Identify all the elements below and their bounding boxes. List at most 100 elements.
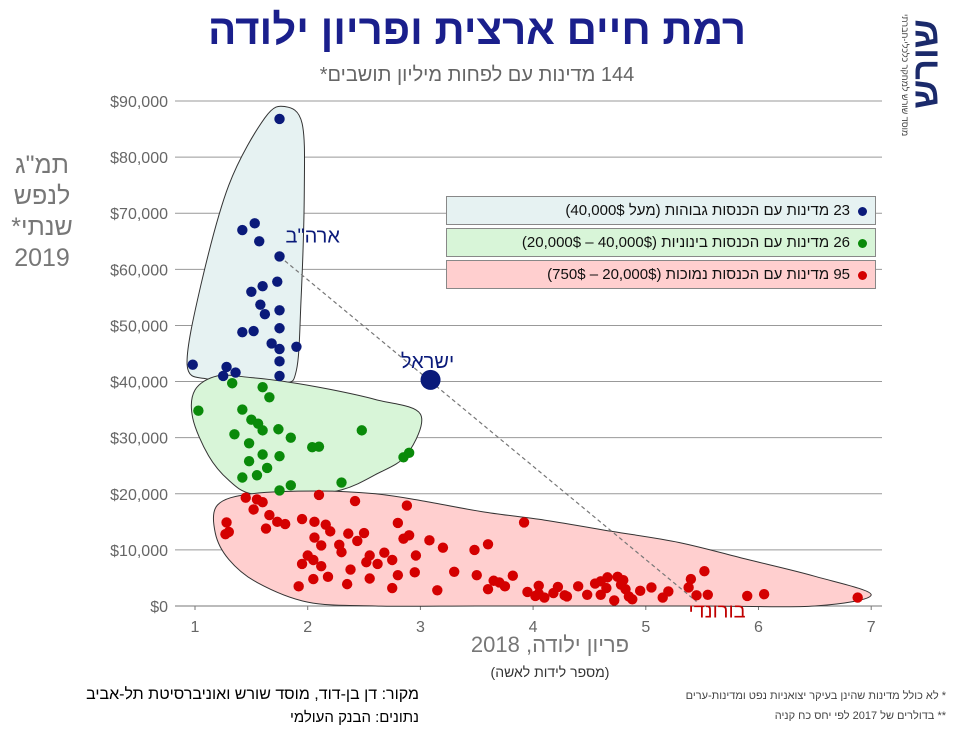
low-income-point: [581, 589, 593, 600]
low-income-point: [699, 566, 710, 577]
high-income-point: [272, 276, 283, 287]
low-income-point: [530, 590, 541, 602]
low-income-point: [589, 578, 601, 589]
legend-item-high-income: 23 מדינות עם הכנסות גבוהות (מעל 40,000$): [446, 196, 876, 225]
logo-caption: מוסד שורש למחקר כלכלי-חברתי: [900, 14, 910, 137]
low-income-point: [308, 554, 319, 566]
chart-title: רמת חיים ארצית ופריון ילודה: [207, 6, 747, 53]
low-income-point: [685, 573, 697, 585]
low-income-point: [308, 573, 319, 585]
chart-subtitle: 144 מדינות עם לפחות מיליון תושבים*: [319, 64, 635, 86]
legend-label: 23 מדינות עם הכנסות גבוהות (מעל 40,000$): [565, 202, 850, 219]
low-income-point: [313, 489, 325, 501]
y-tick-label: $10,000: [110, 543, 168, 560]
low-income-point: [471, 569, 482, 581]
middle-income-point: [336, 477, 347, 488]
low-income-point: [345, 564, 356, 575]
high-income-point: [274, 370, 285, 382]
low-income-point: [437, 542, 449, 553]
middle-income-point: [243, 438, 255, 449]
low-income-point: [220, 528, 231, 540]
high-income-point: [274, 323, 285, 334]
y-tick-label: $90,000: [110, 94, 168, 111]
x-tick-label: 3: [416, 619, 425, 636]
middle-income-point: [356, 425, 367, 436]
high-income-point: [246, 286, 257, 297]
footnote-2: ** בדולרים של 2017 לפי יחס כח קניה: [774, 710, 946, 722]
low-income-point: [398, 533, 409, 544]
y-tick-label: $20,000: [110, 487, 168, 504]
middle-income-region: [190, 374, 423, 498]
data-points: [187, 113, 863, 606]
low-income-point: [361, 557, 372, 568]
middle-income-point: [237, 472, 248, 483]
middle-income-point: [313, 441, 325, 452]
low-income-point: [852, 592, 863, 603]
middle-income-point: [285, 480, 296, 491]
low-income-point: [657, 592, 668, 603]
low-income-point: [410, 550, 422, 561]
cluster-regions: [186, 105, 872, 608]
axis-tick-labels: $0 $10,000 $20,000 $30,000 $40,000 $50,000 $60…: [110, 94, 876, 636]
low-income-point: [343, 528, 354, 539]
y-tick-label: $60,000: [110, 262, 168, 279]
middle-income-point: [257, 425, 268, 436]
low-income-point: [296, 558, 308, 570]
x-axis-sublabel: (מספר לידות לאשה): [490, 664, 610, 680]
low-income-point: [392, 569, 404, 581]
low-income-point: [341, 578, 353, 590]
high-income-point: [274, 343, 285, 355]
low-income-point: [316, 560, 327, 572]
low-income-point: [469, 544, 480, 556]
israel-point: [420, 369, 441, 390]
low-income-point: [646, 582, 657, 593]
burundi-label: בורונדי: [689, 601, 746, 623]
source-credit: מקור: דן בן-דוד, מוסד שורש ואוניברסיטת ת…: [86, 686, 419, 703]
low-income-point: [572, 581, 584, 592]
legend-dot-icon: [858, 238, 867, 248]
y-tick-label: $40,000: [110, 375, 168, 392]
low-income-point: [432, 585, 443, 596]
legend-item-low-income: 95 מדינות עם הכנסות נמוכות (20,000$ – 75…: [446, 260, 876, 289]
low-income-point: [264, 509, 275, 521]
low-income-point: [601, 582, 612, 594]
low-income-point: [309, 532, 320, 543]
low-income-point: [352, 535, 363, 547]
low-income-point: [392, 517, 404, 529]
x-tick-label: 7: [867, 619, 876, 636]
middle-income-point: [251, 470, 263, 481]
low-income-point: [358, 527, 370, 539]
high-income-point: [274, 305, 285, 316]
low-income-point: [609, 595, 620, 606]
low-income-point: [364, 573, 375, 584]
low-income-point: [449, 566, 460, 577]
y-tick-label: $30,000: [110, 431, 168, 448]
high-income-point: [187, 359, 198, 370]
low-income-point: [322, 571, 334, 583]
low-income-point: [296, 513, 308, 525]
high-income-point: [274, 356, 285, 367]
high-income-point: [237, 224, 248, 236]
legend-label: 26 מדינות עם הכנסות בינוניות (40,000$ – …: [521, 234, 850, 251]
usa-label: ארה"ב: [286, 225, 341, 247]
x-tick-label: 4: [529, 619, 538, 636]
low-income-point: [248, 504, 259, 515]
israel-label: ישראל: [401, 351, 454, 373]
low-income-point: [522, 586, 533, 598]
low-income-point: [618, 574, 629, 586]
low-income-point: [336, 546, 347, 558]
low-income-point: [758, 589, 770, 600]
low-income-point: [257, 496, 268, 508]
low-income-point: [702, 589, 713, 600]
low-income-point: [349, 495, 361, 507]
y-tick-label: $80,000: [110, 150, 168, 167]
low-income-point: [272, 516, 283, 528]
trend-line: [279, 255, 697, 602]
low-income-point: [602, 572, 613, 583]
low-income-point: [409, 567, 420, 578]
low-income-point: [548, 587, 559, 599]
low-income-point: [518, 517, 530, 528]
logo-text: שורש: [908, 19, 946, 109]
low-income-point: [387, 582, 398, 594]
